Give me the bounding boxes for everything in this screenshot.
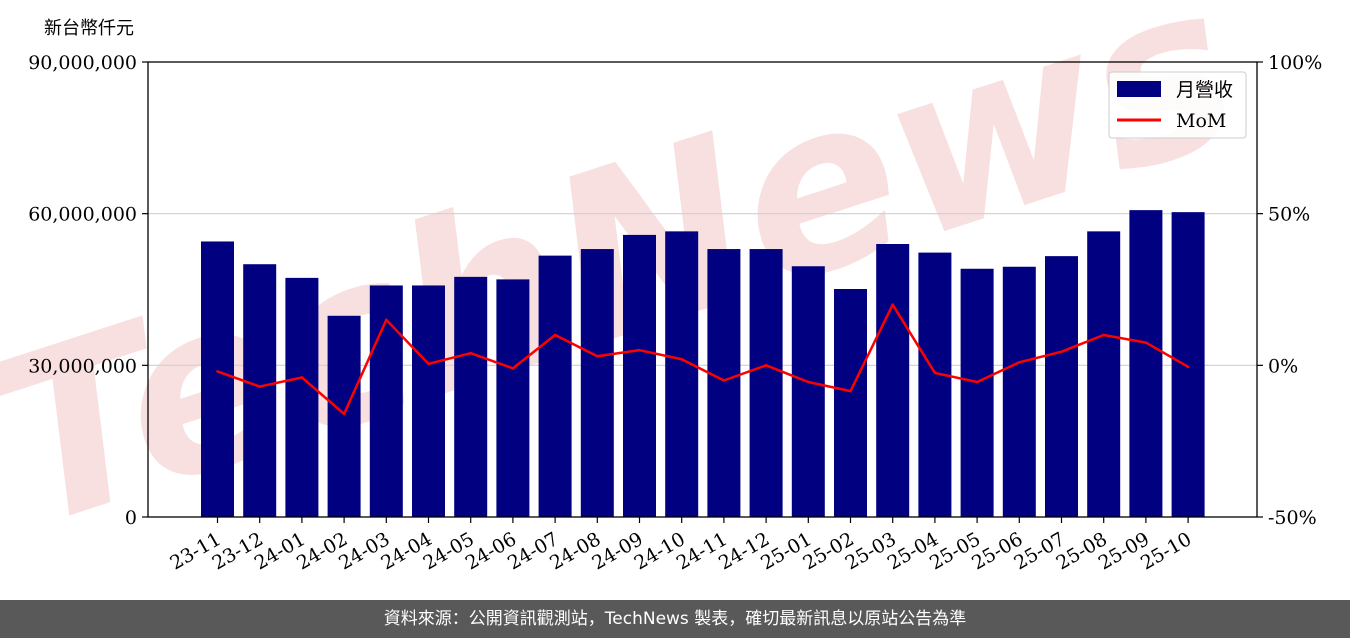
source-footer: 資料來源：公開資訊觀測站，TechNews 製表，確切最新訊息以原站公告為準	[0, 600, 1350, 638]
legend-swatch-bar	[1117, 81, 1161, 97]
revenue-bar	[834, 288, 867, 517]
revenue-bar	[201, 241, 234, 517]
mom-point	[638, 348, 641, 352]
revenue-bar	[1087, 231, 1121, 517]
revenue-bar	[1045, 256, 1078, 517]
legend: 月營收 MoM	[1108, 71, 1247, 139]
mom-point	[1144, 341, 1148, 344]
mom-point	[680, 357, 683, 361]
bars	[201, 210, 1205, 518]
mom-point	[342, 412, 346, 416]
revenue-bar	[707, 249, 741, 518]
revenue-bar	[369, 285, 403, 517]
right-tick-label: -50%	[1268, 507, 1317, 529]
mom-point	[1102, 333, 1105, 337]
revenue-bar	[665, 231, 699, 517]
mom-point	[807, 380, 810, 384]
mom-point	[1060, 350, 1063, 353]
mom-line	[217, 303, 1189, 416]
revenue-bar	[496, 279, 530, 517]
mom-point	[258, 385, 262, 388]
revenue-bar	[1129, 210, 1163, 517]
mom-point	[596, 354, 599, 358]
mom-point	[511, 367, 515, 370]
right-tick-label: 50%	[1268, 204, 1310, 226]
mom-point	[385, 318, 388, 322]
mom-point	[469, 351, 473, 355]
revenue-bar	[876, 244, 910, 517]
left-tick-label: 60,000,000	[28, 204, 137, 226]
revenue-bar	[749, 249, 783, 518]
legend-label-mom: MoM	[1176, 110, 1226, 132]
mom-point	[216, 370, 219, 373]
y-axis-unit-label: 新台幣仟元	[44, 18, 134, 39]
revenue-bar	[1002, 266, 1036, 517]
revenue-bar	[243, 264, 277, 517]
revenue-bar	[327, 315, 361, 517]
mom-point	[891, 303, 894, 306]
mom-point	[553, 333, 557, 337]
revenue-bar	[538, 255, 572, 517]
mom-point	[764, 364, 768, 367]
mom-point	[1186, 365, 1190, 369]
revenue-bar	[454, 276, 488, 517]
revenue-chart: TechNews 030,000,00060,000,00090,000,000…	[0, 0, 1322, 580]
plot-frame	[147, 61, 1258, 518]
left-tick-label: 90,000,000	[28, 52, 137, 74]
legend-label-revenue: 月營收	[1176, 79, 1233, 101]
revenue-bar	[960, 268, 994, 517]
revenue-bar	[1171, 212, 1205, 517]
mom-point	[849, 389, 852, 393]
right-tick-label: 0%	[1268, 355, 1298, 377]
mom-point	[427, 362, 430, 366]
revenue-bar	[580, 249, 614, 518]
mom-point	[722, 379, 726, 382]
revenue-bar	[918, 252, 952, 517]
left-tick-label: 30,000,000	[28, 355, 137, 377]
revenue-bar	[623, 234, 656, 517]
left-tick-label: 0	[125, 507, 137, 529]
revenue-bar	[285, 277, 319, 517]
mom-point	[975, 380, 979, 384]
right-tick-label: 100%	[1268, 52, 1322, 74]
mom-point	[300, 376, 304, 379]
revenue-bar	[791, 266, 825, 517]
mom-line-layer	[216, 303, 1190, 416]
revenue-bar	[412, 285, 445, 517]
mom-point	[1018, 361, 1021, 364]
mom-point	[933, 371, 937, 375]
